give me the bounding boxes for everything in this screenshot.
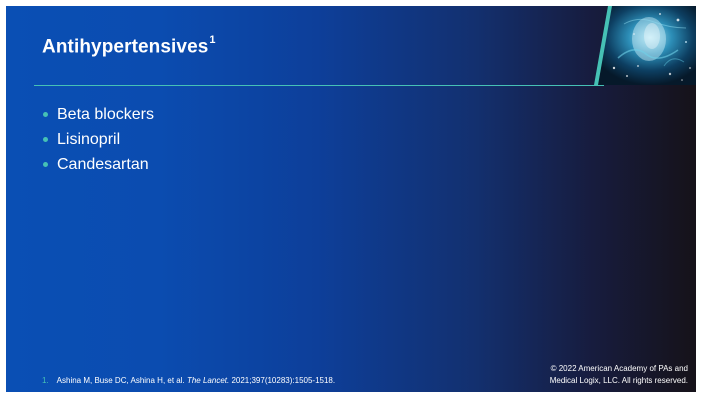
title-reference-superscript: 1 <box>209 34 216 46</box>
bullet-dot-icon <box>43 162 48 167</box>
slide-title-text: Antihypertensives <box>42 36 209 58</box>
footnote-number: 1. <box>42 376 49 385</box>
bullet-item-candesartan: Candesartan <box>42 152 154 177</box>
bullet-item-lisinopril: Lisinopril <box>42 127 154 152</box>
bullet-list: Beta blockers Lisinopril Candesartan <box>42 102 154 177</box>
bullet-dot-icon <box>43 112 48 117</box>
title-divider <box>34 85 604 86</box>
copyright-notice: © 2022 American Academy of PAs and Medic… <box>550 363 688 386</box>
footnote-journal: The Lancet. <box>186 376 230 385</box>
bullet-text: Candesartan <box>57 156 149 173</box>
bullet-text: Beta blockers <box>57 106 154 123</box>
bullet-dot-icon <box>43 137 48 142</box>
slide-title: Antihypertensives1 <box>42 34 216 58</box>
copyright-line-2: Medical Logix, LLC. All rights reserved. <box>549 375 688 385</box>
footnote-citation: 2021;397(10283):1505-1518. <box>231 376 336 385</box>
reference-footnote: 1. Ashina M, Buse DC, Ashina H, et al. Th… <box>42 376 335 385</box>
presentation-slide: Antihypertensives1 <box>6 6 696 392</box>
copyright-line-1: © 2022 American Academy of PAs and <box>550 364 688 373</box>
decorative-brain-image <box>594 6 696 85</box>
bullet-item-beta-blockers: Beta blockers <box>42 102 154 127</box>
bullet-text: Lisinopril <box>57 131 121 148</box>
footnote-authors: Ashina M, Buse DC, Ashina H, et al. <box>56 376 185 385</box>
